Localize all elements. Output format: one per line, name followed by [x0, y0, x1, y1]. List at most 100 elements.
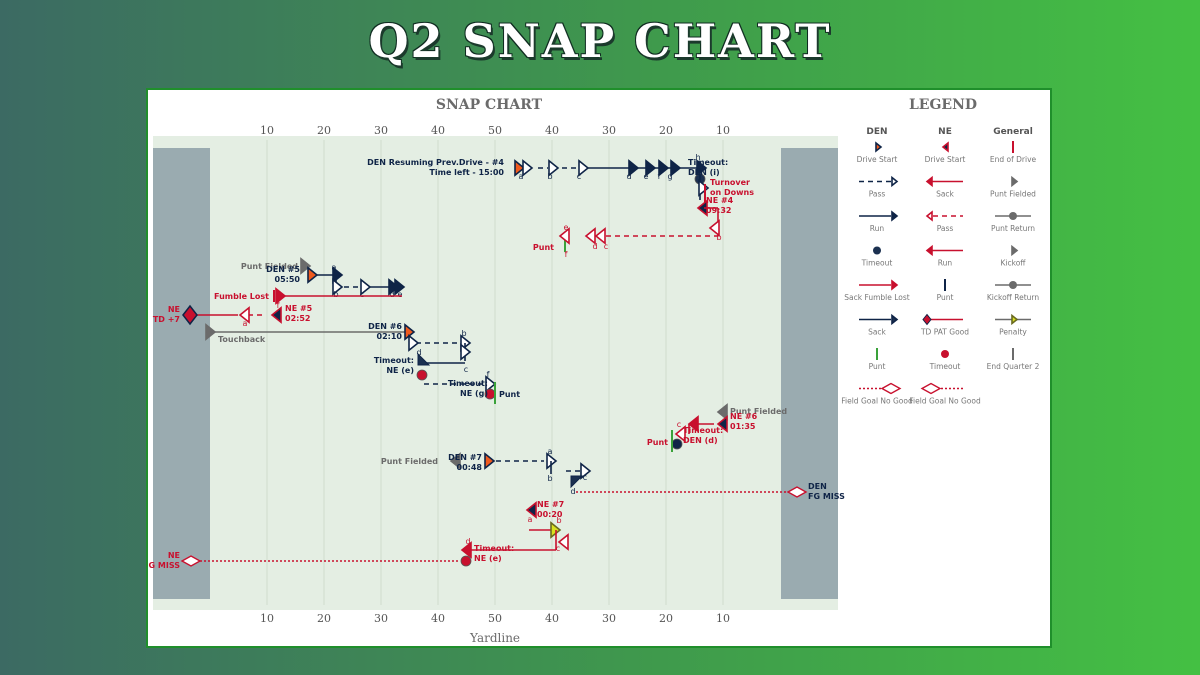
- legend-label: Run: [870, 224, 885, 233]
- legend-label: Punt Return: [991, 224, 1035, 233]
- annotation-text: Turnover: [710, 178, 750, 187]
- x-tick-label: 40: [431, 612, 445, 625]
- play-letter: c: [464, 365, 468, 374]
- pass-marker: [580, 462, 592, 480]
- annotation-text: Punt Fielded: [381, 457, 438, 466]
- x-tick-label: 50: [488, 612, 502, 625]
- annotation-text: 09:32: [706, 206, 731, 215]
- right-endzone: [781, 148, 838, 599]
- legend-label: Pass: [937, 224, 954, 233]
- play-letter: a: [243, 319, 248, 328]
- x-axis-label: Yardline: [469, 631, 520, 645]
- annotation-text: NE #4: [706, 196, 734, 205]
- play-letter: h: [695, 153, 700, 162]
- annotation-text: Touchback: [218, 335, 266, 344]
- x-tick-label: 30: [602, 612, 616, 625]
- play-letter: f: [277, 301, 280, 310]
- pass-marker: [698, 179, 710, 197]
- legend-item: Punt Return: [991, 212, 1035, 233]
- pass-marker: [584, 227, 596, 245]
- annotation-text: NE: [168, 551, 180, 560]
- play-letter: c: [604, 242, 608, 251]
- legend-item: Kickoff: [1001, 244, 1026, 268]
- annotation-text: 01:35: [730, 422, 756, 431]
- x-tick-label: 10: [260, 124, 274, 137]
- field-goal-no-good-marker: [180, 555, 202, 567]
- play-letter: c: [360, 290, 364, 299]
- pass-marker: [557, 533, 569, 551]
- play-letter: e: [564, 223, 569, 232]
- play-letter: f: [487, 370, 490, 379]
- legend-label: Sack Fumble Lost: [844, 293, 910, 302]
- legend-item: Run: [859, 210, 899, 233]
- annotation-text: NE #7: [537, 500, 564, 509]
- legend-symbol: [941, 350, 949, 358]
- play-letter: c: [583, 473, 587, 482]
- run-marker: [388, 278, 400, 296]
- annotation-text: Punt: [499, 390, 520, 399]
- legend-label: Timeout: [861, 259, 893, 268]
- legend-label: Sack: [868, 328, 886, 337]
- legend: DEN NE General Drive Start Drive Start End of…: [841, 127, 1039, 406]
- legend-symbol: [891, 210, 899, 222]
- legend-symbol: [891, 313, 899, 326]
- page-title: Q2 SNAP CHART: [368, 14, 832, 68]
- legend-label: Run: [938, 259, 953, 268]
- td-pat-good-marker: [182, 304, 198, 326]
- pass-marker: [578, 159, 590, 177]
- legend-symbol: [1011, 244, 1019, 257]
- punt-fielded-marker: [449, 452, 461, 470]
- drive-start-marker: [307, 266, 319, 284]
- legend-item: Punt Fielded: [990, 175, 1036, 199]
- annotation-text: Time left - 15:00: [429, 168, 504, 177]
- annotation-text: NE (g): [460, 389, 488, 398]
- annotation-text: TD +7: [153, 315, 180, 324]
- legend-item: Kickoff Return: [987, 281, 1039, 302]
- sack-marker: [570, 475, 584, 489]
- pass-marker: [360, 278, 372, 296]
- x-tick-label: 10: [716, 612, 730, 625]
- play-letter: d: [389, 290, 394, 299]
- legend-label: Punt: [869, 362, 886, 371]
- legend-item: Timeout: [929, 350, 960, 371]
- play-letter: a: [528, 515, 533, 524]
- play-letter: d: [592, 242, 597, 251]
- x-tick-label: 10: [260, 612, 274, 625]
- x-tick-label: 40: [545, 612, 559, 625]
- play-letter: d: [465, 537, 470, 546]
- pass-marker: [408, 334, 420, 352]
- sack-fumble-lost-marker: [275, 287, 287, 305]
- x-tick-label: 20: [317, 612, 331, 625]
- left-endzone: [153, 148, 210, 599]
- legend-item: Sack: [859, 313, 899, 337]
- sack-marker: [417, 352, 431, 366]
- legend-item: Drive Start: [925, 141, 965, 164]
- annotation-text: on Downs: [710, 188, 754, 197]
- x-tick-label: 10: [716, 124, 730, 137]
- legend-column-header: DEN: [866, 127, 887, 137]
- annotation-text: Timeout:: [683, 426, 723, 435]
- run-marker: [687, 415, 699, 433]
- legend-item: Timeout: [861, 246, 893, 268]
- annotation-text: DEN (i): [688, 168, 720, 177]
- play-letter: b: [547, 172, 552, 181]
- play-letter: b: [461, 329, 466, 338]
- legend-item: Penalty: [995, 313, 1031, 337]
- annotation-text: DEN: [808, 482, 827, 491]
- play-letter: f: [565, 250, 568, 259]
- pass-marker: [558, 227, 570, 245]
- run-marker: [658, 159, 670, 177]
- legend-item: TD PAT Good: [920, 313, 969, 337]
- annotation-text: NE (e): [386, 366, 414, 375]
- pass-marker: [548, 159, 560, 177]
- legend-label: Field Goal No Good: [909, 397, 981, 406]
- pass-marker: [485, 375, 497, 393]
- legend-item: End Quarter 2: [987, 348, 1040, 371]
- legend-label: End of Drive: [990, 155, 1037, 164]
- legend-label: Field Goal No Good: [841, 397, 913, 406]
- play-letter: a: [548, 447, 553, 456]
- snap-chart: SNAP CHART LEGEND Yardline 10 10 20 20 30 30 4…: [148, 97, 1040, 645]
- legend-item: Field Goal No Good: [841, 382, 913, 406]
